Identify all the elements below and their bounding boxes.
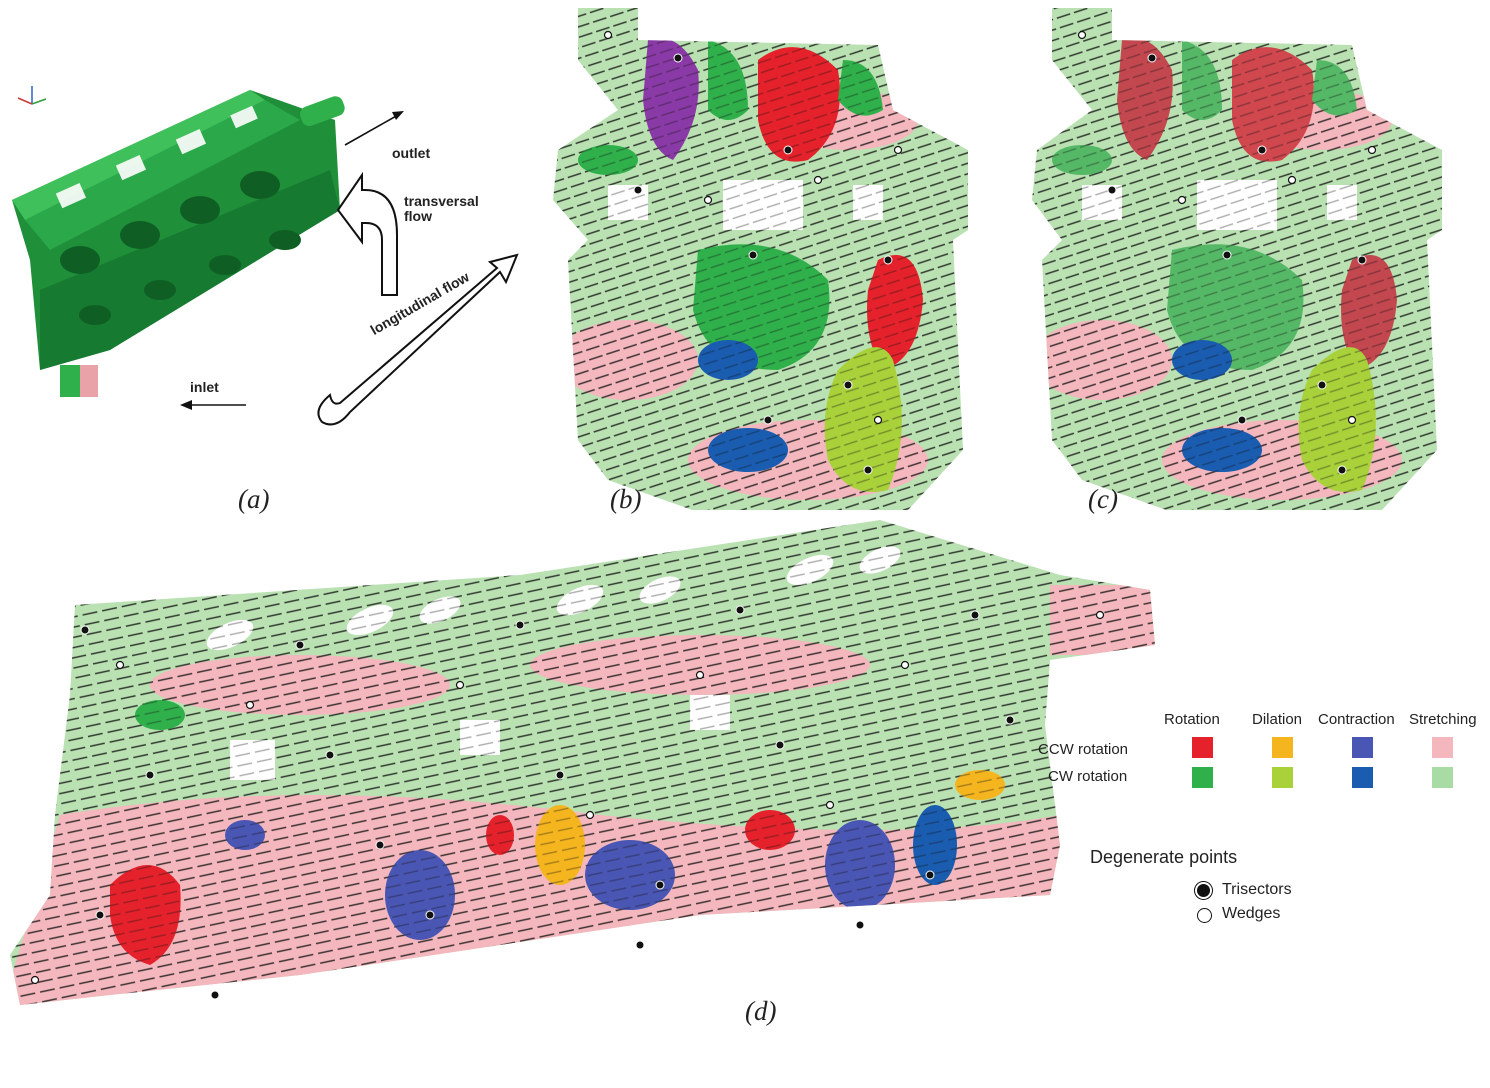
swatch-ccw-stretching: [1432, 737, 1453, 758]
panel-d-figure: [10, 520, 1155, 1005]
panel-c-figure: [1032, 8, 1442, 510]
engine-model-3d: [12, 90, 345, 397]
inlet-arrow-icon: [180, 400, 246, 410]
degenerate-points-c: [1107, 53, 1367, 475]
swatch-ccw-rotation: [1192, 737, 1213, 758]
legend-header-dilation: Dilation: [1252, 711, 1303, 728]
degenerate-points-d: [80, 605, 1015, 1000]
legend-row-ccw: CCW rotation: [1038, 741, 1129, 758]
swatch-cw-contraction: [1352, 767, 1373, 788]
caption-c: (c): [1088, 484, 1118, 514]
swatch-ccw-contraction: [1352, 737, 1373, 758]
trisector-marker-icon: [1197, 884, 1210, 897]
axis-triad-icon: [17, 86, 47, 105]
legend-header-contraction: Contraction: [1318, 711, 1395, 728]
degenerate-points-title: Degenerate points: [1090, 847, 1238, 867]
transversal-flow-label-line1: transversal: [404, 193, 479, 209]
caption-d: (d): [745, 996, 777, 1026]
transversal-flow-label: transversal flow: [404, 194, 479, 224]
transversal-flow-label-line2: flow: [404, 208, 432, 224]
transversal-flow-arrow-icon: [336, 171, 398, 296]
outlet-arrow-icon: [344, 111, 404, 146]
degenerate-points-b: [633, 53, 893, 475]
swatch-cw-stretching: [1432, 767, 1453, 788]
panel-d: [0, 515, 1160, 1015]
legend: Rotation Dilation Contraction Stretching…: [1030, 700, 1490, 940]
panel-a: outlet transversal flow longitudinal flo…: [0, 60, 540, 440]
outlet-label: outlet: [392, 145, 431, 161]
panel-c: [1032, 0, 1472, 510]
trisectors-label: Trisectors: [1222, 881, 1292, 898]
legend-header-stretching: Stretching: [1409, 711, 1477, 728]
legend-row-cw: CW rotation: [1048, 768, 1128, 785]
legend-header-rotation: Rotation: [1164, 711, 1220, 728]
longitudinal-flow-arrow-icon: [317, 253, 519, 426]
wedge-marker-icon: [1197, 908, 1212, 923]
swatch-cw-rotation: [1192, 767, 1213, 788]
panel-a-figure: [12, 86, 519, 426]
panel-b-figure: [553, 8, 968, 510]
caption-b: (b): [610, 484, 642, 514]
swatch-cw-dilation: [1272, 767, 1293, 788]
wedges-label: Wedges: [1222, 905, 1281, 922]
inlet-label: inlet: [190, 379, 219, 395]
panel-b: [548, 0, 988, 510]
caption-a: (a): [238, 484, 270, 514]
swatch-ccw-dilation: [1272, 737, 1293, 758]
